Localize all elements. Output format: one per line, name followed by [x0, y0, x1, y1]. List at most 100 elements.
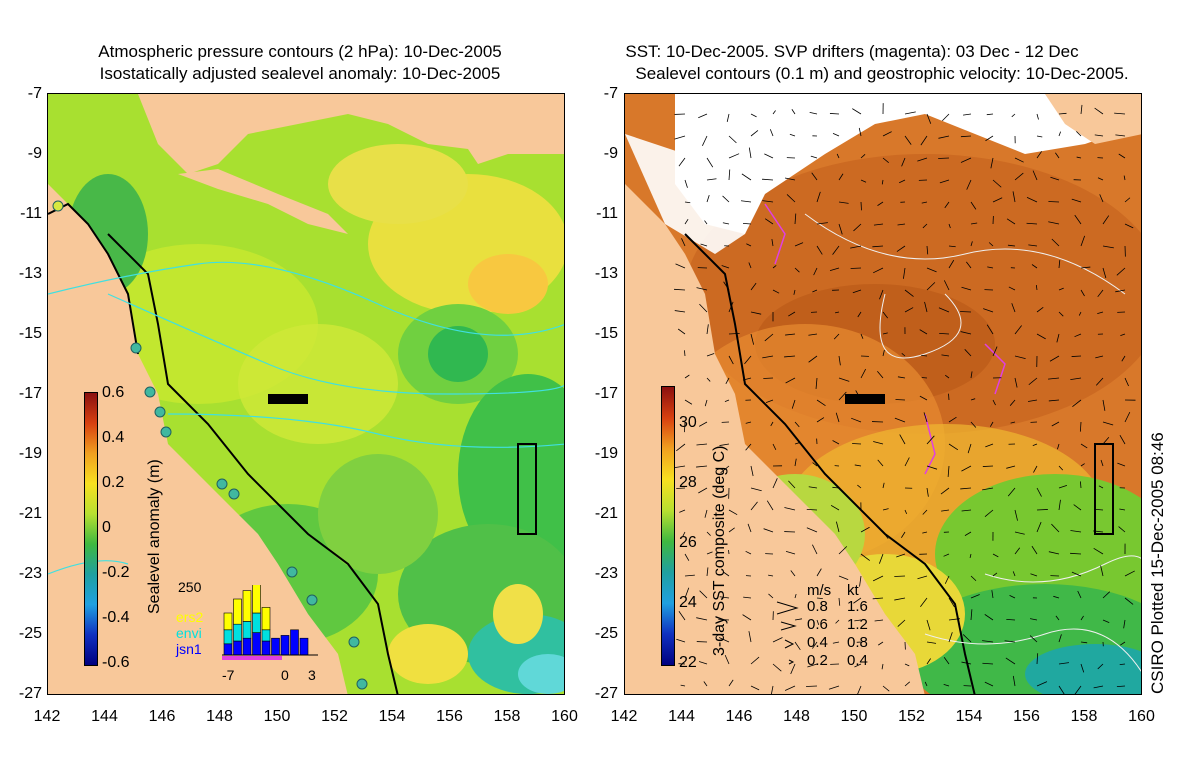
- velocity-vector: [722, 222, 730, 225]
- velocity-vector: [1014, 325, 1022, 335]
- inset-bar-envi: [242, 621, 252, 639]
- velocity-vector: [1012, 675, 1016, 687]
- x-tick-label: 158: [493, 708, 521, 725]
- altimeter-count-inset: 250 ers2 envi jsn1 -7 0 3: [168, 579, 318, 683]
- velocity-vector: [808, 333, 818, 336]
- velocity-vector: [904, 663, 910, 667]
- velocity-vector: [771, 238, 774, 247]
- velocity-vector: [784, 685, 796, 691]
- velocity-vector: [764, 333, 774, 342]
- y-tick-label: -23: [18, 565, 42, 582]
- velocity-vector: [1014, 509, 1018, 521]
- velocity-vector: [850, 417, 862, 423]
- velocity-vector: [1080, 104, 1083, 115]
- velocity-vector: [926, 658, 931, 665]
- velocity-vector: [991, 590, 994, 599]
- velocity-vector: [1070, 552, 1082, 555]
- velocity-vector: [970, 421, 977, 428]
- inset-series-jsn1: jsn1: [176, 641, 202, 657]
- velocity-vector: [1070, 377, 1082, 381]
- inset-bar-jsn1: [261, 640, 271, 656]
- velocity-vector: [917, 575, 928, 580]
- velocity-vector: [742, 614, 752, 621]
- velocity-vector: [1036, 135, 1043, 138]
- velocity-vector: [728, 679, 734, 687]
- velocity-vector: [750, 113, 757, 118]
- velocity-vector: [762, 178, 774, 181]
- velocity-vector: [1076, 156, 1082, 159]
- velocity-vector: [794, 242, 804, 247]
- velocity-vector: [772, 289, 780, 294]
- velocity-vector: [859, 575, 862, 587]
- velocity-vector: [1119, 508, 1126, 511]
- velocity-vector: [791, 399, 796, 409]
- sst-colorbar-label: 3-day SST composite (deg C): [711, 445, 728, 656]
- velocity-vector: [1071, 198, 1082, 203]
- velocity-vector: [750, 130, 759, 137]
- y-tick-label: -11: [596, 205, 618, 222]
- left-title-line2: Isostatically adjusted sealevel anomaly:…: [99, 64, 501, 83]
- velocity-vector: [1008, 286, 1016, 291]
- velocity-vector: [983, 308, 994, 313]
- velocity-vector: [830, 505, 840, 511]
- x-tick-label: 160: [1128, 708, 1155, 725]
- velocity-vector: [882, 531, 889, 539]
- x-tick-label: 144: [668, 708, 695, 725]
- velocity-vector: [699, 303, 708, 313]
- velocity-vector: [904, 509, 908, 515]
- velocity-vector: [1028, 399, 1038, 402]
- velocity-vector: [857, 484, 862, 489]
- velocity-vector: [896, 245, 906, 252]
- velocity-vector: [1093, 685, 1104, 689]
- velocity-vector: [725, 377, 730, 385]
- velocity-vector: [728, 169, 731, 181]
- velocity-vector: [832, 440, 840, 445]
- velocity-vector: [1049, 355, 1060, 362]
- velocity-vector: [1073, 504, 1082, 511]
- velocity-vector: [896, 553, 906, 558]
- velocity-vector: [1102, 245, 1114, 249]
- velocity-vector: [941, 354, 950, 357]
- velocity-vector: [812, 289, 818, 293]
- velocity-vector: [1093, 530, 1104, 533]
- velocity-vector: [696, 443, 708, 446]
- velocity-vector: [970, 398, 976, 401]
- velocity-vector: [877, 459, 884, 467]
- velocity-vector: [917, 157, 928, 162]
- velocity-vector: [923, 412, 928, 423]
- velocity-vector: [809, 111, 818, 115]
- velocity-vector: [748, 631, 752, 643]
- velocity-vector: [1035, 285, 1038, 291]
- sst-tick-2: 26: [679, 534, 697, 551]
- velocity-vector: [1028, 244, 1038, 247]
- inset-bar-ers2: [252, 585, 261, 614]
- velocity-vector: [794, 458, 797, 467]
- velocity-vector: [924, 681, 928, 687]
- velocity-vector: [748, 262, 752, 269]
- velocity-vector: [728, 509, 738, 516]
- velocity-vector: [939, 179, 950, 184]
- velocity-vector: [1051, 238, 1060, 247]
- velocity-vector: [1080, 641, 1088, 644]
- x-tick-label: 146: [148, 708, 176, 725]
- velocity-vector: [853, 223, 862, 232]
- velocity-vector: [1080, 266, 1091, 269]
- sla-colorbar: [84, 392, 98, 666]
- y-tick-label: -11: [20, 205, 42, 222]
- velocity-vector: [858, 127, 862, 137]
- velocity-vector: [1102, 436, 1110, 445]
- velocity-vector: [1093, 547, 1104, 555]
- inset-histogram: [222, 585, 318, 660]
- velocity-vector: [1058, 131, 1061, 137]
- velocity-vector: [860, 201, 862, 211]
- velocity-vector: [788, 311, 796, 317]
- velocity-vector: [1058, 662, 1070, 665]
- velocity-vector: [1056, 333, 1060, 343]
- velocity-vector: [922, 531, 928, 534]
- velocity-vector: [750, 656, 760, 665]
- legend-row-1-kt: 1.2: [847, 616, 868, 633]
- velocity-vector: [812, 544, 818, 555]
- sst-map: 3-day SST composite (deg C) 30 28 26 24 …: [624, 93, 1142, 695]
- velocity-vector: [794, 213, 797, 225]
- velocity-vector: [984, 614, 994, 621]
